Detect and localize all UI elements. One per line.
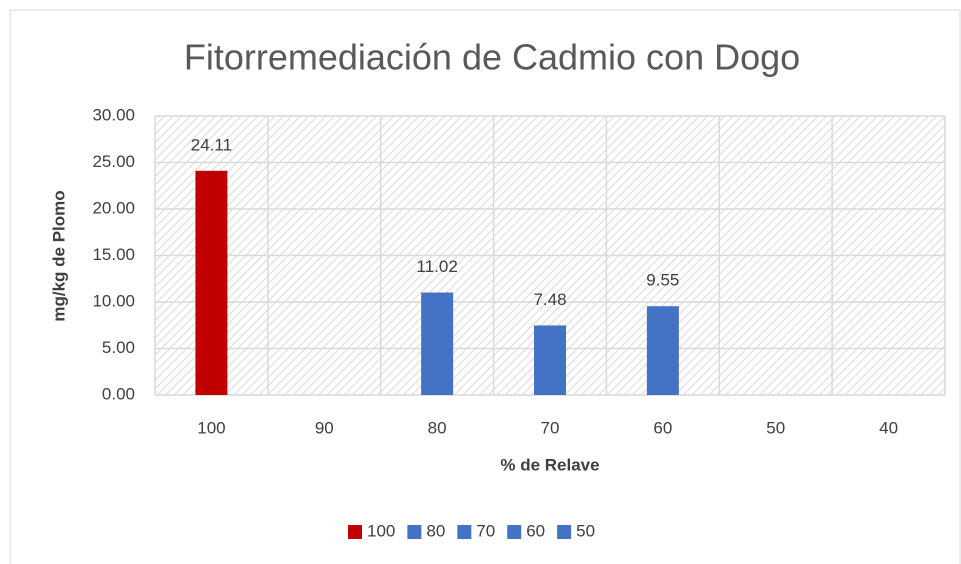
- x-tick-label: 70: [541, 418, 560, 437]
- y-tick-label: 5.00: [102, 338, 135, 357]
- legend-swatch: [507, 525, 522, 539]
- y-tick-label: 10.00: [92, 291, 135, 310]
- legend-label: 80: [426, 521, 445, 540]
- x-tick-label: 40: [879, 418, 898, 437]
- data-label: 7.48: [533, 290, 566, 309]
- legend-swatch: [407, 525, 422, 539]
- bar: [646, 306, 679, 395]
- legend-swatch: [457, 525, 472, 539]
- y-tick-label: 0.00: [102, 384, 135, 403]
- y-tick-label: 20.00: [92, 198, 135, 217]
- legend-label: 60: [526, 521, 545, 540]
- legend-label: 100: [367, 521, 395, 540]
- x-tick-label: 50: [766, 418, 785, 437]
- legend-label: 50: [576, 521, 595, 540]
- x-axis-label: % de Relave: [500, 455, 599, 474]
- x-tick-label: 100: [197, 418, 225, 437]
- data-label: 24.11: [191, 135, 232, 154]
- data-label: 9.55: [646, 271, 679, 290]
- legend-label: 70: [476, 521, 495, 540]
- chart-title: Fitorremediación de Cadmio con Dogo: [184, 37, 800, 78]
- x-tick-label: 90: [315, 418, 334, 437]
- y-axis-label: mg/kg de Plomo: [49, 190, 68, 321]
- y-tick-label: 25.00: [92, 152, 135, 171]
- y-tick-label: 30.00: [92, 105, 135, 124]
- x-tick-label: 60: [653, 418, 672, 437]
- bar: [195, 170, 228, 395]
- x-tick-label: 80: [428, 418, 447, 437]
- y-tick-label: 15.00: [92, 245, 135, 264]
- bar: [421, 292, 454, 395]
- bar: [534, 325, 566, 395]
- legend-swatch: [348, 525, 362, 539]
- legend-swatch: [557, 525, 572, 539]
- data-label: 11.02: [417, 257, 458, 276]
